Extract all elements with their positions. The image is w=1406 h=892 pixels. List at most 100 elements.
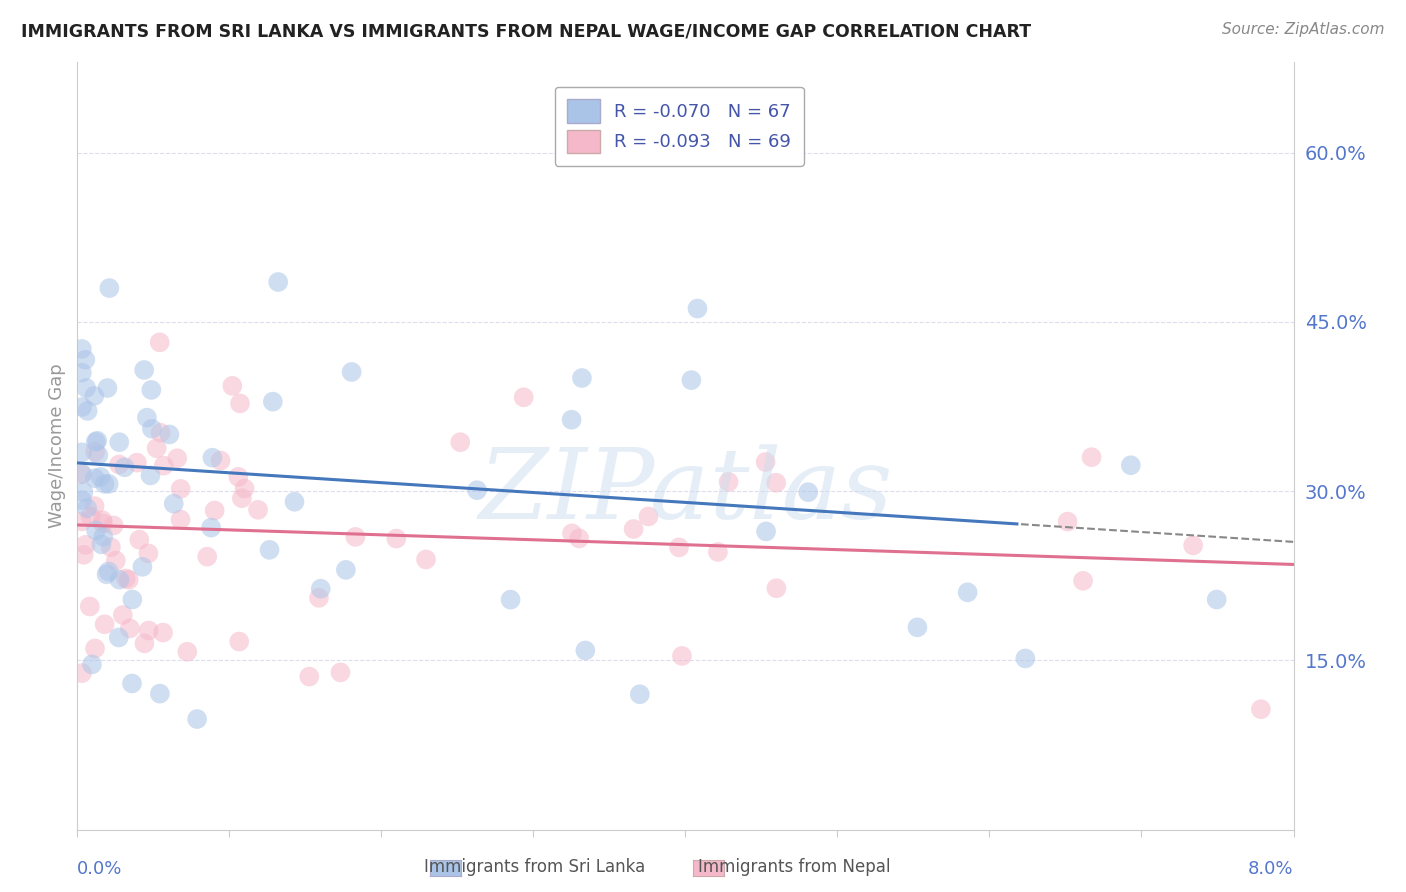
Point <box>128 533 150 547</box>
Point <box>134 636 156 650</box>
Point <box>449 435 471 450</box>
Point <box>228 634 250 648</box>
Point <box>108 573 131 587</box>
Point <box>1205 592 1227 607</box>
Point <box>668 541 690 555</box>
Point <box>628 687 651 701</box>
Point <box>149 425 172 440</box>
Point <box>1119 458 1142 473</box>
Point <box>79 599 101 614</box>
Point <box>512 390 534 404</box>
Point <box>152 458 174 473</box>
Point <box>209 453 232 467</box>
Point <box>93 617 115 632</box>
Point <box>568 532 591 546</box>
Point <box>169 482 191 496</box>
Point <box>75 538 97 552</box>
Point <box>166 451 188 466</box>
Point <box>83 471 105 485</box>
Point <box>1250 702 1272 716</box>
Point <box>96 567 118 582</box>
Point <box>247 503 270 517</box>
Point <box>87 448 110 462</box>
Point <box>91 516 114 531</box>
Point <box>96 381 118 395</box>
Point <box>134 363 156 377</box>
Point <box>80 657 103 672</box>
Point <box>76 501 98 516</box>
Point <box>283 495 305 509</box>
Point <box>84 444 107 458</box>
Point <box>114 571 136 585</box>
Point <box>139 468 162 483</box>
Point <box>231 491 253 506</box>
Point <box>70 342 93 356</box>
Point <box>561 526 583 541</box>
Point <box>72 485 94 500</box>
Point <box>308 591 330 605</box>
Point <box>149 687 172 701</box>
Point <box>90 537 112 551</box>
Text: 0.0%: 0.0% <box>77 860 122 879</box>
Point <box>717 475 740 489</box>
Point <box>121 592 143 607</box>
Point <box>259 542 281 557</box>
Point <box>141 422 163 436</box>
Point <box>91 513 114 527</box>
Point <box>797 485 820 500</box>
Point <box>70 467 93 482</box>
Point <box>118 622 141 636</box>
Point <box>76 404 98 418</box>
Point <box>97 565 120 579</box>
Point <box>340 365 363 379</box>
Point <box>138 624 160 638</box>
Point <box>195 549 218 564</box>
Point <box>89 470 111 484</box>
Point <box>100 540 122 554</box>
Point <box>221 379 243 393</box>
Point <box>75 381 97 395</box>
Point <box>765 475 787 490</box>
Text: Immigrants from Nepal: Immigrants from Nepal <box>699 858 890 876</box>
Point <box>267 275 290 289</box>
Point <box>1071 574 1094 588</box>
Point <box>465 483 488 498</box>
Point <box>91 530 114 544</box>
Point <box>141 383 163 397</box>
Point <box>204 503 226 517</box>
Y-axis label: Wage/Income Gap: Wage/Income Gap <box>48 364 66 528</box>
Point <box>138 546 160 560</box>
Point <box>335 563 357 577</box>
Point <box>108 435 131 450</box>
Point <box>200 520 222 534</box>
Point <box>201 450 224 465</box>
Point <box>574 643 596 657</box>
Text: ZIPatlas: ZIPatlas <box>478 444 893 540</box>
Point <box>83 499 105 513</box>
Text: Source: ZipAtlas.com: Source: ZipAtlas.com <box>1222 22 1385 37</box>
Point <box>83 389 105 403</box>
Point <box>86 434 108 448</box>
Text: Immigrants from Sri Lanka: Immigrants from Sri Lanka <box>423 858 645 876</box>
Point <box>176 645 198 659</box>
Point <box>103 518 125 533</box>
Point <box>1056 515 1078 529</box>
Point <box>681 373 703 387</box>
Point <box>104 553 127 567</box>
Point <box>84 641 107 656</box>
Point <box>79 509 101 524</box>
Point <box>75 352 97 367</box>
Point <box>907 620 929 634</box>
Point <box>93 476 115 491</box>
Point <box>135 410 157 425</box>
Point <box>233 482 256 496</box>
Point <box>956 585 979 599</box>
Point <box>186 712 208 726</box>
Point <box>121 676 143 690</box>
Point <box>765 581 787 595</box>
Point <box>97 476 120 491</box>
Point <box>73 548 96 562</box>
Point <box>671 648 693 663</box>
Point <box>499 592 522 607</box>
Point <box>561 413 583 427</box>
